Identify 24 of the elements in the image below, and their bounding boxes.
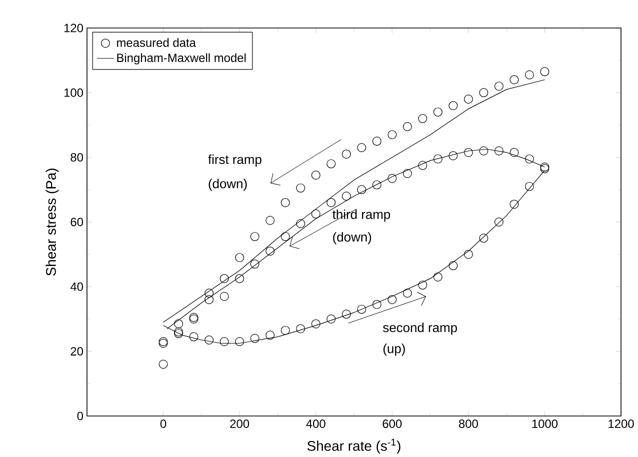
legend-label: Bingham-Maxwell model [117,53,246,64]
annotation: first ramp [208,154,262,167]
x-tick-label: 200 [230,420,250,428]
annotation: (down) [208,178,247,191]
line-series [162,79,546,323]
x-tick-label: 1200 [608,420,634,428]
x-tick-label: 1000 [532,420,558,428]
legend-label: measured data [117,38,196,47]
y-axis-title: Shear stress (Pa) [46,168,59,276]
x-tick-label: 800 [458,420,478,428]
y-tick-label: 40 [70,282,84,291]
y-tick-label: 60 [70,218,84,226]
annotation: (down) [333,232,372,244]
annotation: (up) [383,344,405,356]
y-tick-label: 0 [77,412,84,420]
y-tick-label: 20 [70,347,84,356]
y-tick-label: 120 [64,24,84,32]
x-tick-label: 0 [160,420,166,428]
y-tick-label: 100 [64,88,84,97]
x-tick-label: 600 [382,420,402,428]
x-axis-title: Shear rate (s$^{-1}$) [307,438,400,454]
annotation: second ramp [383,322,457,335]
y-tick-label: 80 [70,153,84,162]
x-tick-label: 400 [306,420,326,428]
